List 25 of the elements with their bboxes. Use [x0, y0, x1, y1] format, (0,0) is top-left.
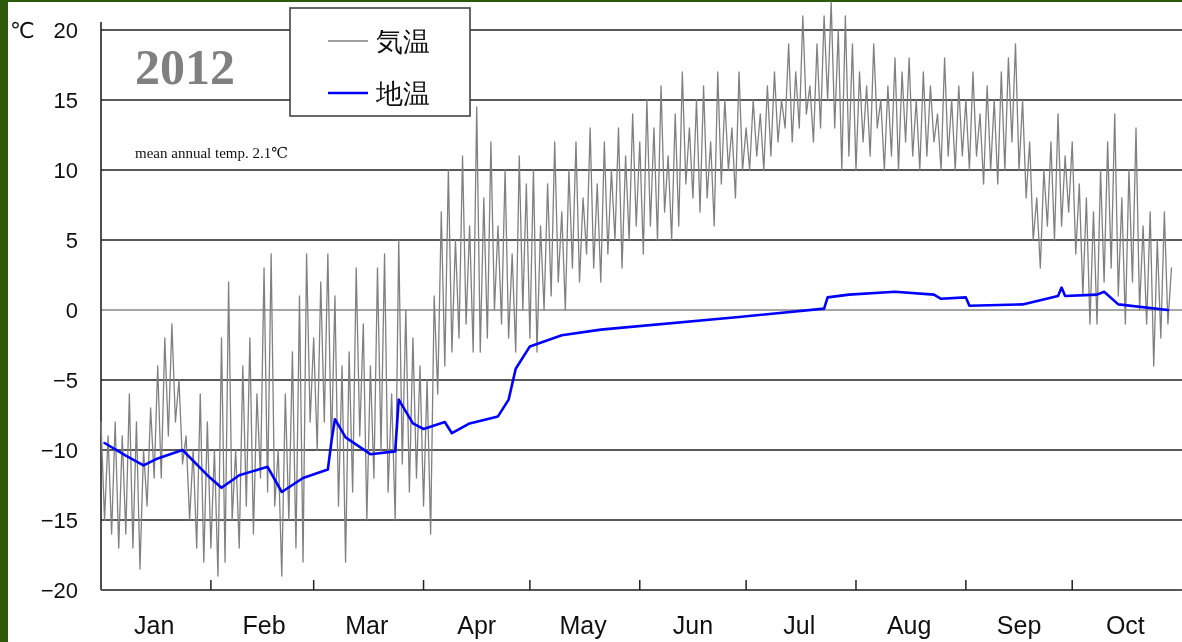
x-tick-label: Jun: [672, 611, 714, 639]
y-tick-label: −5: [52, 368, 78, 393]
x-tick-label: Jul: [783, 611, 816, 639]
y-tick-label: −10: [40, 438, 78, 463]
y-tick-label: −15: [40, 508, 78, 533]
x-tick-label: Mar: [345, 611, 389, 639]
legend-label: 気温: [376, 27, 430, 57]
y-tick-label: 15: [53, 88, 78, 113]
x-tick-label: Apr: [457, 611, 497, 639]
y-tick-label: 10: [53, 158, 78, 183]
y-tick-label: −20: [40, 578, 78, 603]
x-tick-label: Feb: [242, 611, 286, 639]
line-series: [103, 286, 1170, 494]
x-tick-label: Sep: [996, 611, 1042, 639]
y-tick-label: 5: [65, 228, 78, 253]
x-tick-label: Jan: [134, 611, 175, 639]
annotation: mean annual temp. 2.1℃: [135, 145, 288, 161]
x-tick-label: Aug: [886, 611, 932, 639]
y-axis-title: ℃: [10, 18, 35, 43]
x-tick-label: Oct: [1105, 611, 1145, 639]
y-tick-label: 0: [65, 298, 78, 323]
text: 2012: [135, 39, 235, 95]
x-tick-label: May: [559, 611, 608, 639]
legend-label: 地温: [375, 79, 430, 109]
y-tick-label: 20: [53, 18, 78, 43]
